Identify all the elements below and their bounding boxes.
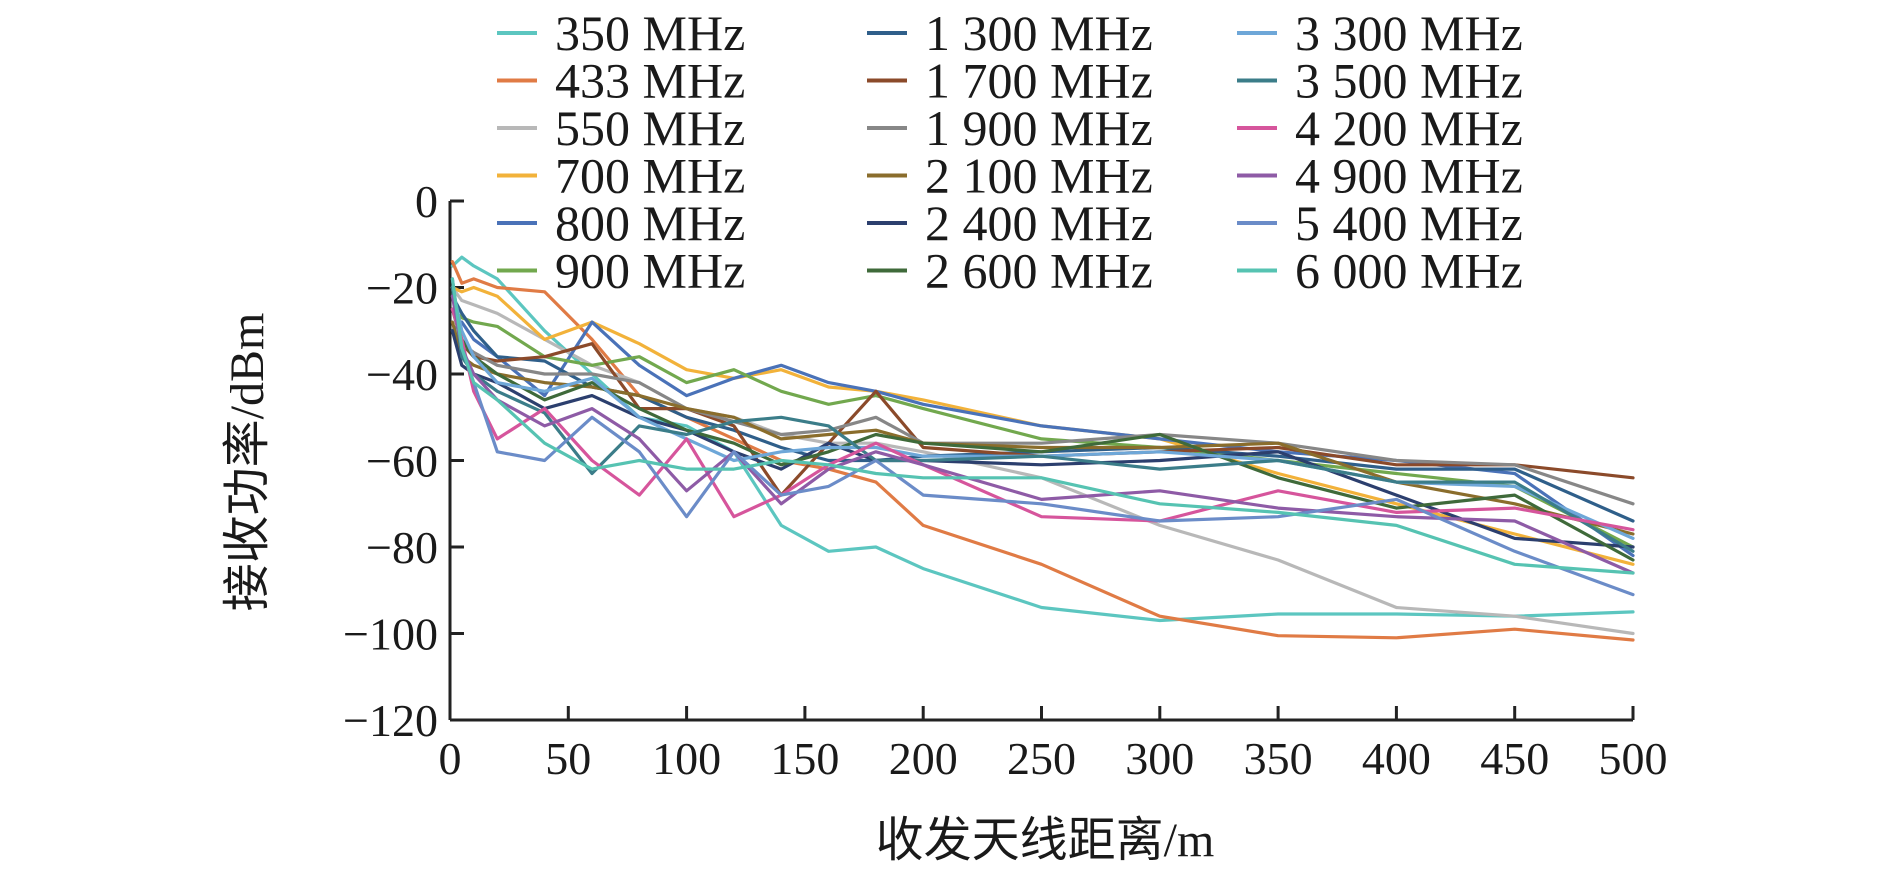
x-tick-label: 350 <box>1244 733 1313 784</box>
legend-label: 1 300 MHz <box>925 5 1153 61</box>
legend-label: 2 100 MHz <box>925 148 1153 204</box>
series-line-17 <box>450 277 1635 597</box>
y-tick-label: −40 <box>366 349 438 400</box>
series-line-4 <box>450 285 1635 566</box>
legend-label: 4 900 MHz <box>1295 148 1523 204</box>
legend-label: 5 400 MHz <box>1295 195 1523 251</box>
y-tick-label: −100 <box>343 609 438 660</box>
y-tick-label: −60 <box>366 436 438 487</box>
series-line-18 <box>450 277 1635 575</box>
series-line-15 <box>450 307 1635 532</box>
legend-label: 1 700 MHz <box>925 53 1153 109</box>
y-tick-label: −20 <box>366 263 438 314</box>
legend-label: 900 MHz <box>555 243 745 299</box>
x-tick-label: 400 <box>1362 733 1431 784</box>
x-tick-label: 200 <box>889 733 958 784</box>
x-tick-label: 0 <box>439 733 462 784</box>
legend-label: 350 MHz <box>555 5 745 61</box>
x-tick-label: 250 <box>1007 733 1076 784</box>
legend-label: 550 MHz <box>555 100 745 156</box>
series-line-7 <box>450 294 1635 523</box>
series-line-12 <box>450 307 1635 562</box>
legend-label: 3 300 MHz <box>1295 5 1523 61</box>
x-tick-label: 50 <box>545 733 591 784</box>
legend-label: 700 MHz <box>555 148 745 204</box>
series-line-14 <box>450 285 1635 553</box>
series-lines <box>450 255 1635 642</box>
legend-label: 1 900 MHz <box>925 100 1153 156</box>
y-axis-title: 接收功率/dBm <box>221 313 274 612</box>
x-tick-label: 150 <box>770 733 839 784</box>
y-tick-label: −80 <box>366 522 438 573</box>
series-line-1 <box>450 255 1635 623</box>
legend-label: 800 MHz <box>555 195 745 251</box>
x-tick-label: 300 <box>1125 733 1194 784</box>
legend-label: 2 600 MHz <box>925 243 1153 299</box>
x-axis-title: 收发天线距离/m <box>876 814 1215 867</box>
y-tick-label: 0 <box>415 176 438 227</box>
x-tick-label: 100 <box>652 733 721 784</box>
x-tick-label: 500 <box>1599 733 1668 784</box>
legend-label: 3 500 MHz <box>1295 53 1523 109</box>
legend-label: 2 400 MHz <box>925 195 1153 251</box>
y-tick-label: −120 <box>343 695 438 746</box>
legend-label: 4 200 MHz <box>1295 100 1523 156</box>
legend-label: 433 MHz <box>555 53 745 109</box>
legend-label: 6 000 MHz <box>1295 243 1523 299</box>
x-tick-label: 450 <box>1480 733 1549 784</box>
